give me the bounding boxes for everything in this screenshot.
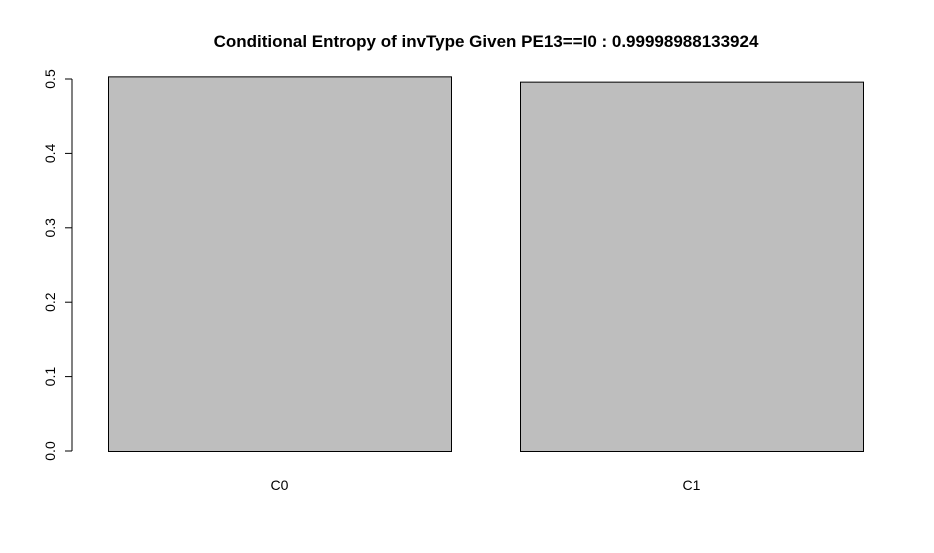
y-tick-label: 0.5 [42,69,58,89]
y-axis: 0.0 0.1 0.2 0.3 0.4 0.5 [42,69,73,461]
y-tick-label: 0.1 [42,367,58,387]
chart-title: Conditional Entropy of invType Given PE1… [214,32,759,51]
y-tick-label: 0.3 [42,218,58,238]
x-axis-labels: C0 C1 [271,477,701,493]
y-tick-label: 0.2 [42,292,58,312]
y-tick-label: 0.0 [42,441,58,461]
y-tick-label: 0.4 [42,143,58,163]
x-tick-label: C1 [683,477,701,493]
bar-c1 [520,81,864,452]
x-tick-label: C0 [271,477,289,493]
bars [108,76,864,453]
bar-c0 [108,76,452,453]
